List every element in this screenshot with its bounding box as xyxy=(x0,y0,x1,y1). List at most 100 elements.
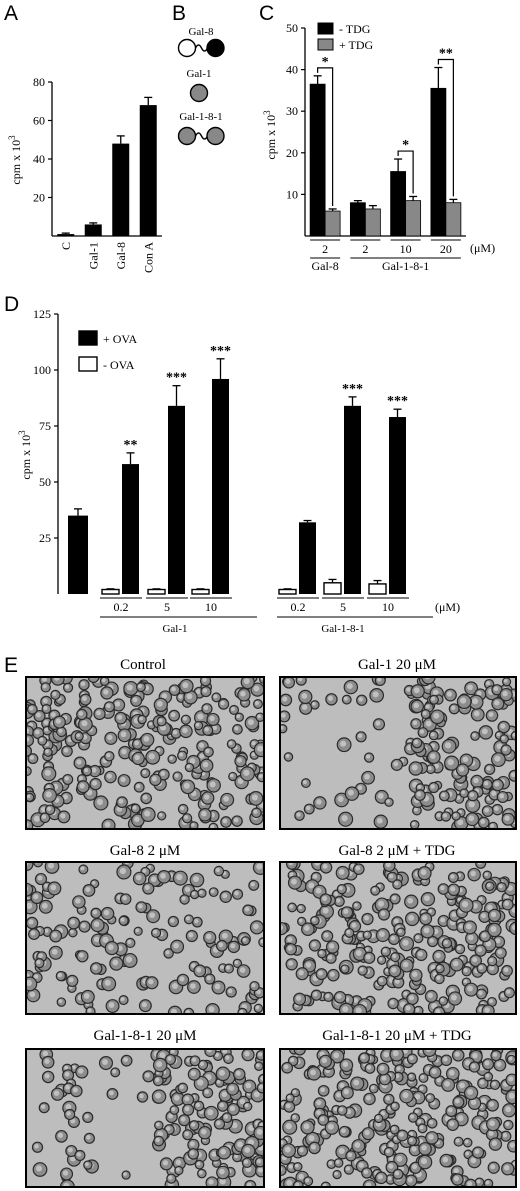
a-y-axis-title: cpm x 103 xyxy=(7,135,23,185)
d-bar-plus-ova xyxy=(299,522,316,594)
c-y-axis-title: cpm x 103 xyxy=(262,110,278,160)
micrograph xyxy=(280,862,516,1014)
panel-e-micrographs xyxy=(25,676,517,1188)
a-x-tick-label: Con A xyxy=(141,242,155,273)
a-x-tick-label: C xyxy=(59,242,73,250)
panel-e-titles: Control Gal-1 20 μM Gal-8 2 μM Gal-8 2 μ… xyxy=(93,657,471,1044)
c-y-tick-label: 20 xyxy=(286,146,298,160)
d-baseline-bar xyxy=(68,515,88,594)
c-x-tick-label: 10 xyxy=(400,242,412,256)
micrograph-frame xyxy=(25,1048,265,1188)
panel-b-schematic: Gal-8 Gal-1 Gal-1-8-1 xyxy=(177,26,225,146)
c-unit-label: (μM) xyxy=(470,241,495,255)
gal181-linker xyxy=(194,132,209,140)
d-bar-minus-ova xyxy=(191,588,210,595)
d-y-axis-title: cpm x 103 xyxy=(17,430,33,480)
c-bar xyxy=(324,210,341,237)
c-group-label: Gal-8 xyxy=(311,259,338,273)
gal8-linker xyxy=(194,44,209,52)
c-x-tick-label: 2 xyxy=(322,242,328,256)
c-bar xyxy=(349,202,366,237)
d-sig-stars: *** xyxy=(166,371,187,386)
micrograph-frame xyxy=(25,861,265,1015)
micrograph xyxy=(280,677,516,829)
micro-title-gal181: Gal-1-8-1 20 μM xyxy=(93,1028,196,1044)
panel-letter-b: B xyxy=(172,2,186,25)
a-y-tick-label: 40 xyxy=(33,152,45,166)
d-bar-minus-ova xyxy=(101,588,120,595)
d-x-tick-label: 5 xyxy=(340,600,346,614)
c-sig-stars: * xyxy=(402,138,409,153)
c-y-tick-label: 50 xyxy=(286,21,298,35)
a-bar xyxy=(57,234,75,236)
d-bar-plus-ova xyxy=(168,405,185,594)
chart-d: 25 50 75 100 125 cpm x 103 + OVA - OVA ** 0.2 *** 5… xyxy=(17,307,460,635)
gal181-crd-left xyxy=(177,126,197,146)
micrograph xyxy=(26,862,264,1014)
micro-title-control: Control xyxy=(120,657,166,673)
c-bar xyxy=(430,87,447,237)
gal1-crd xyxy=(189,83,209,103)
d-group-label: Gal-1 xyxy=(162,623,187,635)
d-x-tick-label: 5 xyxy=(164,600,170,614)
a-x-tick-label: Gal-1 xyxy=(86,242,100,269)
d-x-tick-label: 10 xyxy=(382,600,394,614)
d-y-tick-label: 75 xyxy=(39,419,51,433)
a-x-tick-label: Gal-8 xyxy=(114,242,128,269)
schematic-label-gal181: Gal-1-8-1 xyxy=(179,111,222,123)
d-x-tick-label: 0.2 xyxy=(291,600,306,614)
micro-title-gal1: Gal-1 20 μM xyxy=(358,657,436,673)
d-y-tick-label: 100 xyxy=(33,363,51,377)
d-bar-plus-ova xyxy=(122,464,139,594)
c-sig-stars: * xyxy=(322,55,329,70)
micro-title-gal8: Gal-8 2 μM xyxy=(110,843,181,859)
d-sig-stars: ** xyxy=(124,438,138,453)
c-legend-label: - TDG xyxy=(339,22,371,36)
micrograph xyxy=(26,677,264,829)
gal181-crd-right xyxy=(206,126,225,146)
c-x-tick-label: 2 xyxy=(362,242,368,256)
panel-letter-e: E xyxy=(4,654,18,677)
gal8-crd-filled xyxy=(206,38,225,58)
c-sig-bracket xyxy=(317,67,334,206)
c-sig-stars: ** xyxy=(439,47,453,62)
d-y-tick-label: 50 xyxy=(39,475,51,489)
c-bar xyxy=(309,83,326,237)
a-y-tick-label: 60 xyxy=(33,114,45,128)
c-y-tick-label: 10 xyxy=(286,187,298,201)
panel-letter-a: A xyxy=(4,2,18,25)
gal8-crd-open xyxy=(177,38,197,58)
d-group-label: Gal-1-8-1 xyxy=(321,623,364,635)
c-legend-swatch xyxy=(317,22,334,35)
c-sig-bracket xyxy=(437,58,454,197)
schematic-label-gal8: Gal-8 xyxy=(188,26,214,38)
d-unit-label: (μM) xyxy=(435,600,460,614)
d-bar-minus-ova xyxy=(368,583,387,595)
c-bar xyxy=(390,171,407,237)
a-bar xyxy=(139,105,157,236)
a-bar xyxy=(84,224,102,236)
d-bar-plus-ova xyxy=(389,417,406,594)
c-legend-label: + TDG xyxy=(339,38,374,52)
d-legend-label: + OVA xyxy=(103,332,138,346)
micro-title-gal181-tdg: Gal-1-8-1 20 μM + TDG xyxy=(322,1028,472,1044)
d-legend-swatch xyxy=(78,330,98,346)
micrograph-frame xyxy=(25,676,265,830)
chart-c: 10 20 30 40 50 cpm x 103 - TDG + TDG * 2 2 * 10 ** 20 (… xyxy=(262,21,495,273)
schematic-label-gal1: Gal-1 xyxy=(186,68,211,80)
a-bar xyxy=(112,143,130,236)
d-legend-label: - OVA xyxy=(103,358,135,372)
c-bar xyxy=(364,208,381,237)
a-y-tick-label: 20 xyxy=(33,191,45,205)
c-group-label: Gal-1-8-1 xyxy=(382,259,429,273)
d-y-tick-label: 25 xyxy=(39,531,51,545)
micrograph-frame xyxy=(279,676,517,830)
d-legend-swatch xyxy=(78,356,98,372)
micrograph-frame xyxy=(279,861,517,1015)
d-bar-plus-ova xyxy=(212,378,229,594)
c-y-tick-label: 30 xyxy=(286,104,298,118)
d-sig-stars: *** xyxy=(387,394,408,409)
d-x-tick-label: 10 xyxy=(205,600,217,614)
c-bar xyxy=(405,200,422,237)
